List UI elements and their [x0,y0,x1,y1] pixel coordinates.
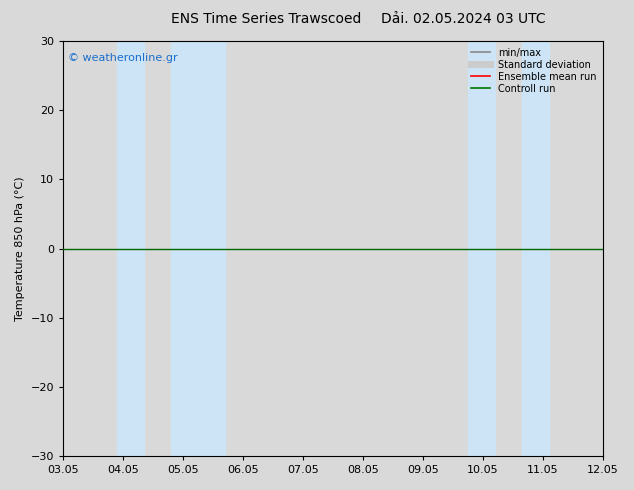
Bar [171,41,225,456]
Bar [117,41,144,456]
Text: Dải. 02.05.2024 03 UTC: Dải. 02.05.2024 03 UTC [380,12,545,26]
Text: ENS Time Series Trawscoed: ENS Time Series Trawscoed [171,12,361,26]
Bar [522,41,549,456]
Legend: min/max, Standard deviation, Ensemble mean run, Controll run: min/max, Standard deviation, Ensemble me… [469,46,598,96]
Y-axis label: Temperature 850 hPa (°C): Temperature 850 hPa (°C) [15,176,25,321]
Text: © weatheronline.gr: © weatheronline.gr [68,53,178,64]
Bar [468,41,495,456]
